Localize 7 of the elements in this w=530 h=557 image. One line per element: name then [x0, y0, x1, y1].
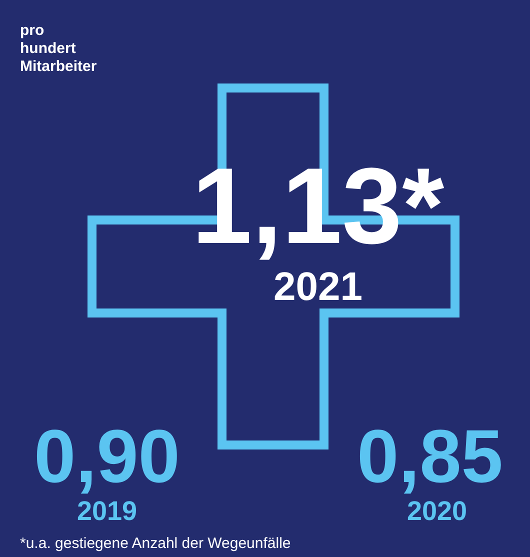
data-label: 0,85 — [357, 414, 503, 498]
text: pro hundert Mitarbeiter — [20, 22, 97, 75]
category-label: 2019 — [76, 496, 138, 526]
category-label: 2020 — [406, 496, 468, 526]
category-label: 2021 — [274, 265, 362, 309]
data-label: 0,90 — [34, 414, 180, 498]
text: *u.a. gestiegene Anzahl der Wegeunfälle — [20, 535, 291, 552]
